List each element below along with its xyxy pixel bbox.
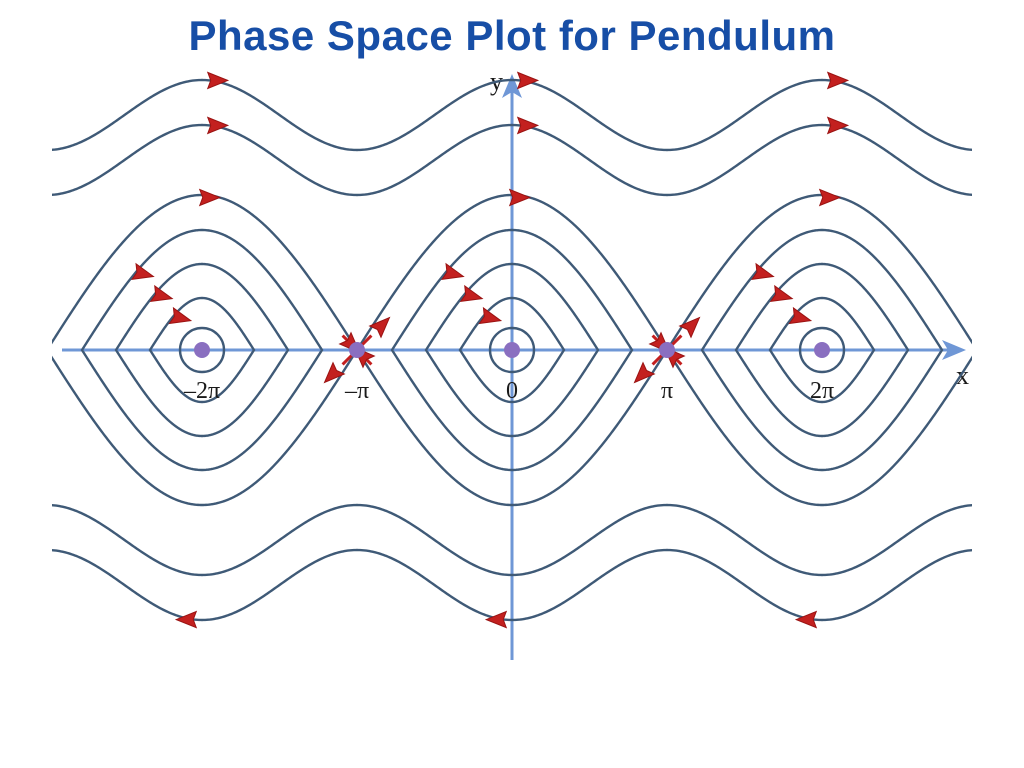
flow-arrow-icon — [828, 72, 848, 88]
x-tick-label: –π — [344, 378, 369, 404]
x-tick-label: π — [661, 378, 673, 404]
fixed-point-dot — [814, 342, 830, 358]
flow-arrow-icon — [176, 612, 196, 628]
fixed-point-dot — [349, 342, 365, 358]
page-title: Phase Space Plot for Pendulum — [0, 12, 1024, 60]
flow-arrow-icon — [828, 117, 848, 133]
x-tick-label: 2π — [810, 378, 834, 404]
flow-arrow-icon — [208, 72, 228, 88]
fixed-point-dot — [659, 342, 675, 358]
flow-arrow-icon — [518, 72, 538, 88]
flow-arrow-icon — [796, 612, 816, 628]
saddle-arrow-icon — [635, 363, 655, 383]
flow-arrow-icon — [486, 612, 506, 628]
flow-arrow-icon — [510, 189, 530, 205]
x-tick-label: 0 — [506, 378, 518, 404]
saddle-arrow-icon — [325, 363, 345, 383]
phase-space-plot: yx–2π–π0π2π — [52, 60, 972, 680]
flow-arrow-icon — [820, 189, 840, 205]
fixed-point-dot — [504, 342, 520, 358]
flow-arrow-icon — [208, 117, 228, 133]
phase-plot-container: yx–2π–π0π2π — [0, 60, 1024, 680]
x-tick-label: –2π — [183, 378, 220, 404]
fixed-point-dot — [194, 342, 210, 358]
flow-arrow-icon — [200, 189, 220, 205]
flow-arrow-icon — [518, 117, 538, 133]
saddle-arrow-icon — [370, 318, 390, 338]
saddle-arrow-icon — [680, 318, 700, 338]
